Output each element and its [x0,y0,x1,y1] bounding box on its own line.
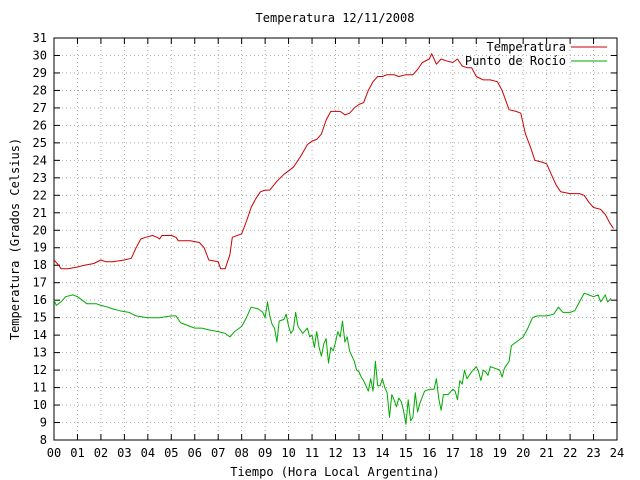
x-tick-label: 21 [539,446,553,460]
legend-label-punto-de-rocio: Punto de Rocío [465,54,566,68]
y-tick-label: 20 [33,223,47,237]
y-tick-label: 10 [33,398,47,412]
x-tick-label: 02 [94,446,108,460]
y-axis-label: Temperatura (Grados Celsius) [8,138,22,340]
x-tick-label: 12 [328,446,342,460]
y-tick-label: 13 [33,346,47,360]
y-tick-label: 15 [33,311,47,325]
y-tick-label: 19 [33,241,47,255]
legend: Temperatura Punto de Rocío [465,40,607,68]
y-tick-label: 17 [33,276,47,290]
x-tick-label: 19 [492,446,506,460]
y-tick-label: 21 [33,206,47,220]
x-tick-label: 23 [586,446,600,460]
y-tick-label: 25 [33,136,47,150]
x-tick-label: 03 [117,446,131,460]
y-tick-label: 27 [33,101,47,115]
x-tick-label: 11 [305,446,319,460]
y-tick-label: 29 [33,66,47,80]
chart-title: Temperatura 12/11/2008 [256,11,415,25]
y-tick-label: 22 [33,188,47,202]
y-tick-label: 24 [33,153,47,167]
x-tick-label: 06 [188,446,202,460]
x-tick-label: 08 [234,446,248,460]
axis-ticks: 00 01 02 03 04 05 06 07 08 09 10 11 12 13 14 15 16 17 18 19… [33,31,625,460]
y-tick-label: 30 [33,48,47,62]
x-tick-label: 18 [469,446,483,460]
series-line-0 [53,53,614,270]
x-tick-label: 13 [352,446,366,460]
y-tick-label: 26 [33,118,47,132]
legend-label-temperatura: Temperatura [487,40,566,54]
x-tick-label: 07 [211,446,225,460]
x-tick-label: 22 [563,446,577,460]
y-tick-label: 16 [33,293,47,307]
y-tick-label: 14 [33,328,47,342]
x-tick-label: 24 [610,446,624,460]
y-tick-label: 18 [33,258,47,272]
x-tick-label: 17 [446,446,460,460]
x-axis-label: Tiempo (Hora Local Argentina) [230,465,440,479]
series-line-1 [53,292,612,425]
x-tick-label: 10 [281,446,295,460]
x-tick-label: 16 [422,446,436,460]
x-tick-label: 05 [164,446,178,460]
x-tick-label: 09 [258,446,272,460]
y-tick-label: 31 [33,31,47,45]
grid [54,38,617,440]
x-tick-label: 01 [70,446,84,460]
x-tick-label: 00 [47,446,61,460]
x-tick-label: 04 [141,446,155,460]
y-tick-label: 11 [33,381,47,395]
x-tick-label: 15 [399,446,413,460]
y-tick-label: 23 [33,171,47,185]
y-tick-label: 9 [40,416,47,430]
x-tick-label: 14 [375,446,389,460]
x-tick-label: 20 [516,446,530,460]
y-tick-label: 28 [33,83,47,97]
y-tick-label: 12 [33,363,47,377]
series-lines [53,53,614,425]
y-tick-label: 8 [40,433,47,447]
